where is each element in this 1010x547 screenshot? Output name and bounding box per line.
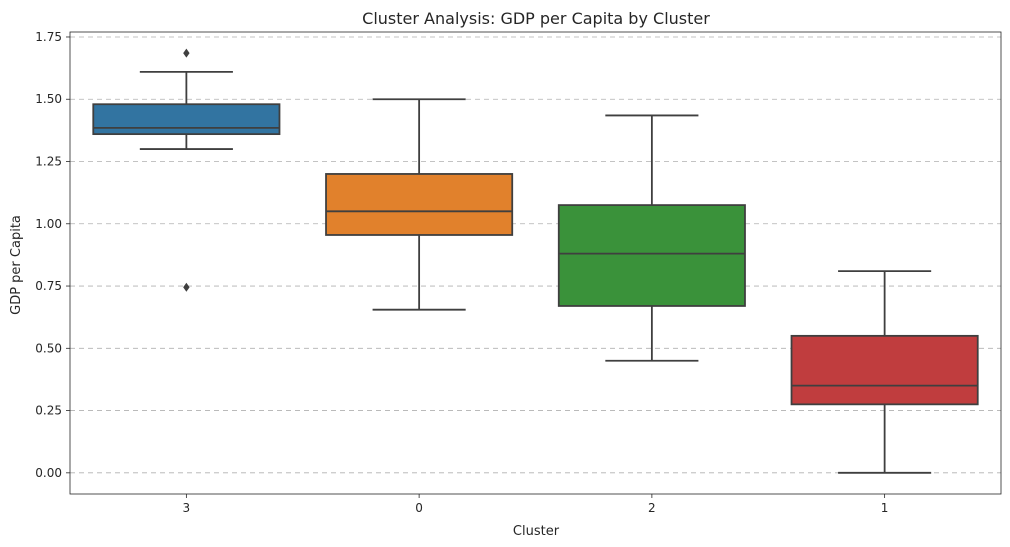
x-tick-label: 2 (648, 501, 656, 515)
grid-lines (70, 36, 1001, 474)
y-tick-label: 1.25 (35, 155, 62, 169)
x-tick-label: 1 (881, 501, 889, 515)
box-iqr (92, 103, 281, 136)
x-axis-ticks: 3 0 2 1 (183, 494, 889, 515)
outlier-point (183, 48, 190, 58)
x-axis-label: Cluster (513, 524, 560, 539)
y-tick-label: 0.25 (35, 404, 62, 418)
outlier-point (183, 282, 190, 292)
x-tick-label: 3 (183, 501, 191, 515)
box-group-2 (557, 114, 746, 362)
box-iqr (557, 204, 746, 307)
y-tick-label: 0.50 (35, 341, 62, 355)
plot-frame (69, 31, 1002, 495)
y-tick-label: 1.75 (35, 30, 62, 44)
y-axis-ticks: 0.00 0.25 0.50 0.75 1.00 1.25 1.50 1.75 (35, 30, 70, 480)
box-iqr (325, 173, 514, 236)
y-tick-label: 1.50 (35, 92, 62, 106)
y-tick-label: 0.75 (35, 279, 62, 293)
box-group-3 (92, 48, 281, 292)
y-tick-label: 0.00 (35, 466, 62, 480)
boxes-layer (92, 48, 979, 474)
box-group-1 (790, 270, 979, 474)
chart-title: Cluster Analysis: GDP per Capita by Clus… (362, 9, 710, 28)
x-tick-label: 0 (415, 501, 423, 515)
y-axis-label: GDP per Capita (9, 215, 24, 315)
box-iqr (790, 334, 979, 406)
y-tick-label: 1.00 (35, 217, 62, 231)
box-group-0 (325, 98, 514, 311)
